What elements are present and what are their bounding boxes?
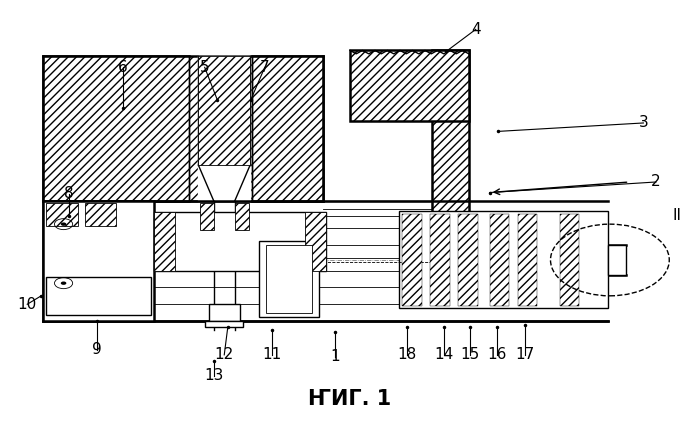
Text: 3: 3: [638, 115, 648, 130]
Text: 11: 11: [262, 347, 281, 363]
Text: 15: 15: [461, 347, 480, 363]
Circle shape: [61, 222, 66, 226]
Text: 12: 12: [215, 347, 234, 363]
Bar: [518, 214, 537, 306]
Bar: [198, 55, 250, 201]
Text: 1: 1: [330, 349, 340, 365]
Bar: [155, 212, 326, 271]
Bar: [266, 245, 312, 313]
Bar: [433, 50, 469, 262]
Text: 9: 9: [92, 342, 102, 357]
Text: 8: 8: [64, 186, 74, 201]
Bar: [490, 214, 510, 306]
Bar: [234, 203, 248, 231]
Text: 7: 7: [260, 60, 270, 75]
Bar: [199, 203, 213, 231]
Bar: [43, 55, 189, 201]
Bar: [350, 50, 469, 121]
Bar: [198, 55, 250, 165]
Bar: [155, 212, 175, 271]
Circle shape: [61, 281, 66, 285]
Text: 5: 5: [200, 60, 209, 75]
Text: 13: 13: [204, 368, 223, 383]
Bar: [43, 55, 323, 201]
Bar: [205, 321, 244, 327]
Bar: [402, 214, 422, 306]
Text: 17: 17: [515, 347, 534, 363]
Bar: [608, 245, 626, 275]
Text: II: II: [673, 208, 681, 223]
Text: 2: 2: [651, 174, 661, 190]
Bar: [46, 277, 151, 315]
Bar: [430, 214, 450, 306]
Bar: [559, 214, 579, 306]
Text: 14: 14: [435, 347, 454, 363]
Bar: [85, 203, 116, 226]
Bar: [399, 212, 608, 308]
Bar: [252, 55, 323, 201]
Text: ҤИГ. 1: ҤИГ. 1: [309, 389, 391, 409]
Bar: [209, 304, 240, 321]
Text: 6: 6: [118, 60, 128, 75]
Text: 4: 4: [471, 22, 481, 37]
Bar: [458, 214, 478, 306]
Text: 10: 10: [18, 297, 37, 312]
Text: 18: 18: [398, 347, 417, 363]
Text: 16: 16: [487, 347, 506, 363]
Bar: [304, 212, 326, 271]
Bar: [259, 241, 318, 317]
Bar: [43, 201, 155, 321]
Bar: [46, 203, 78, 226]
